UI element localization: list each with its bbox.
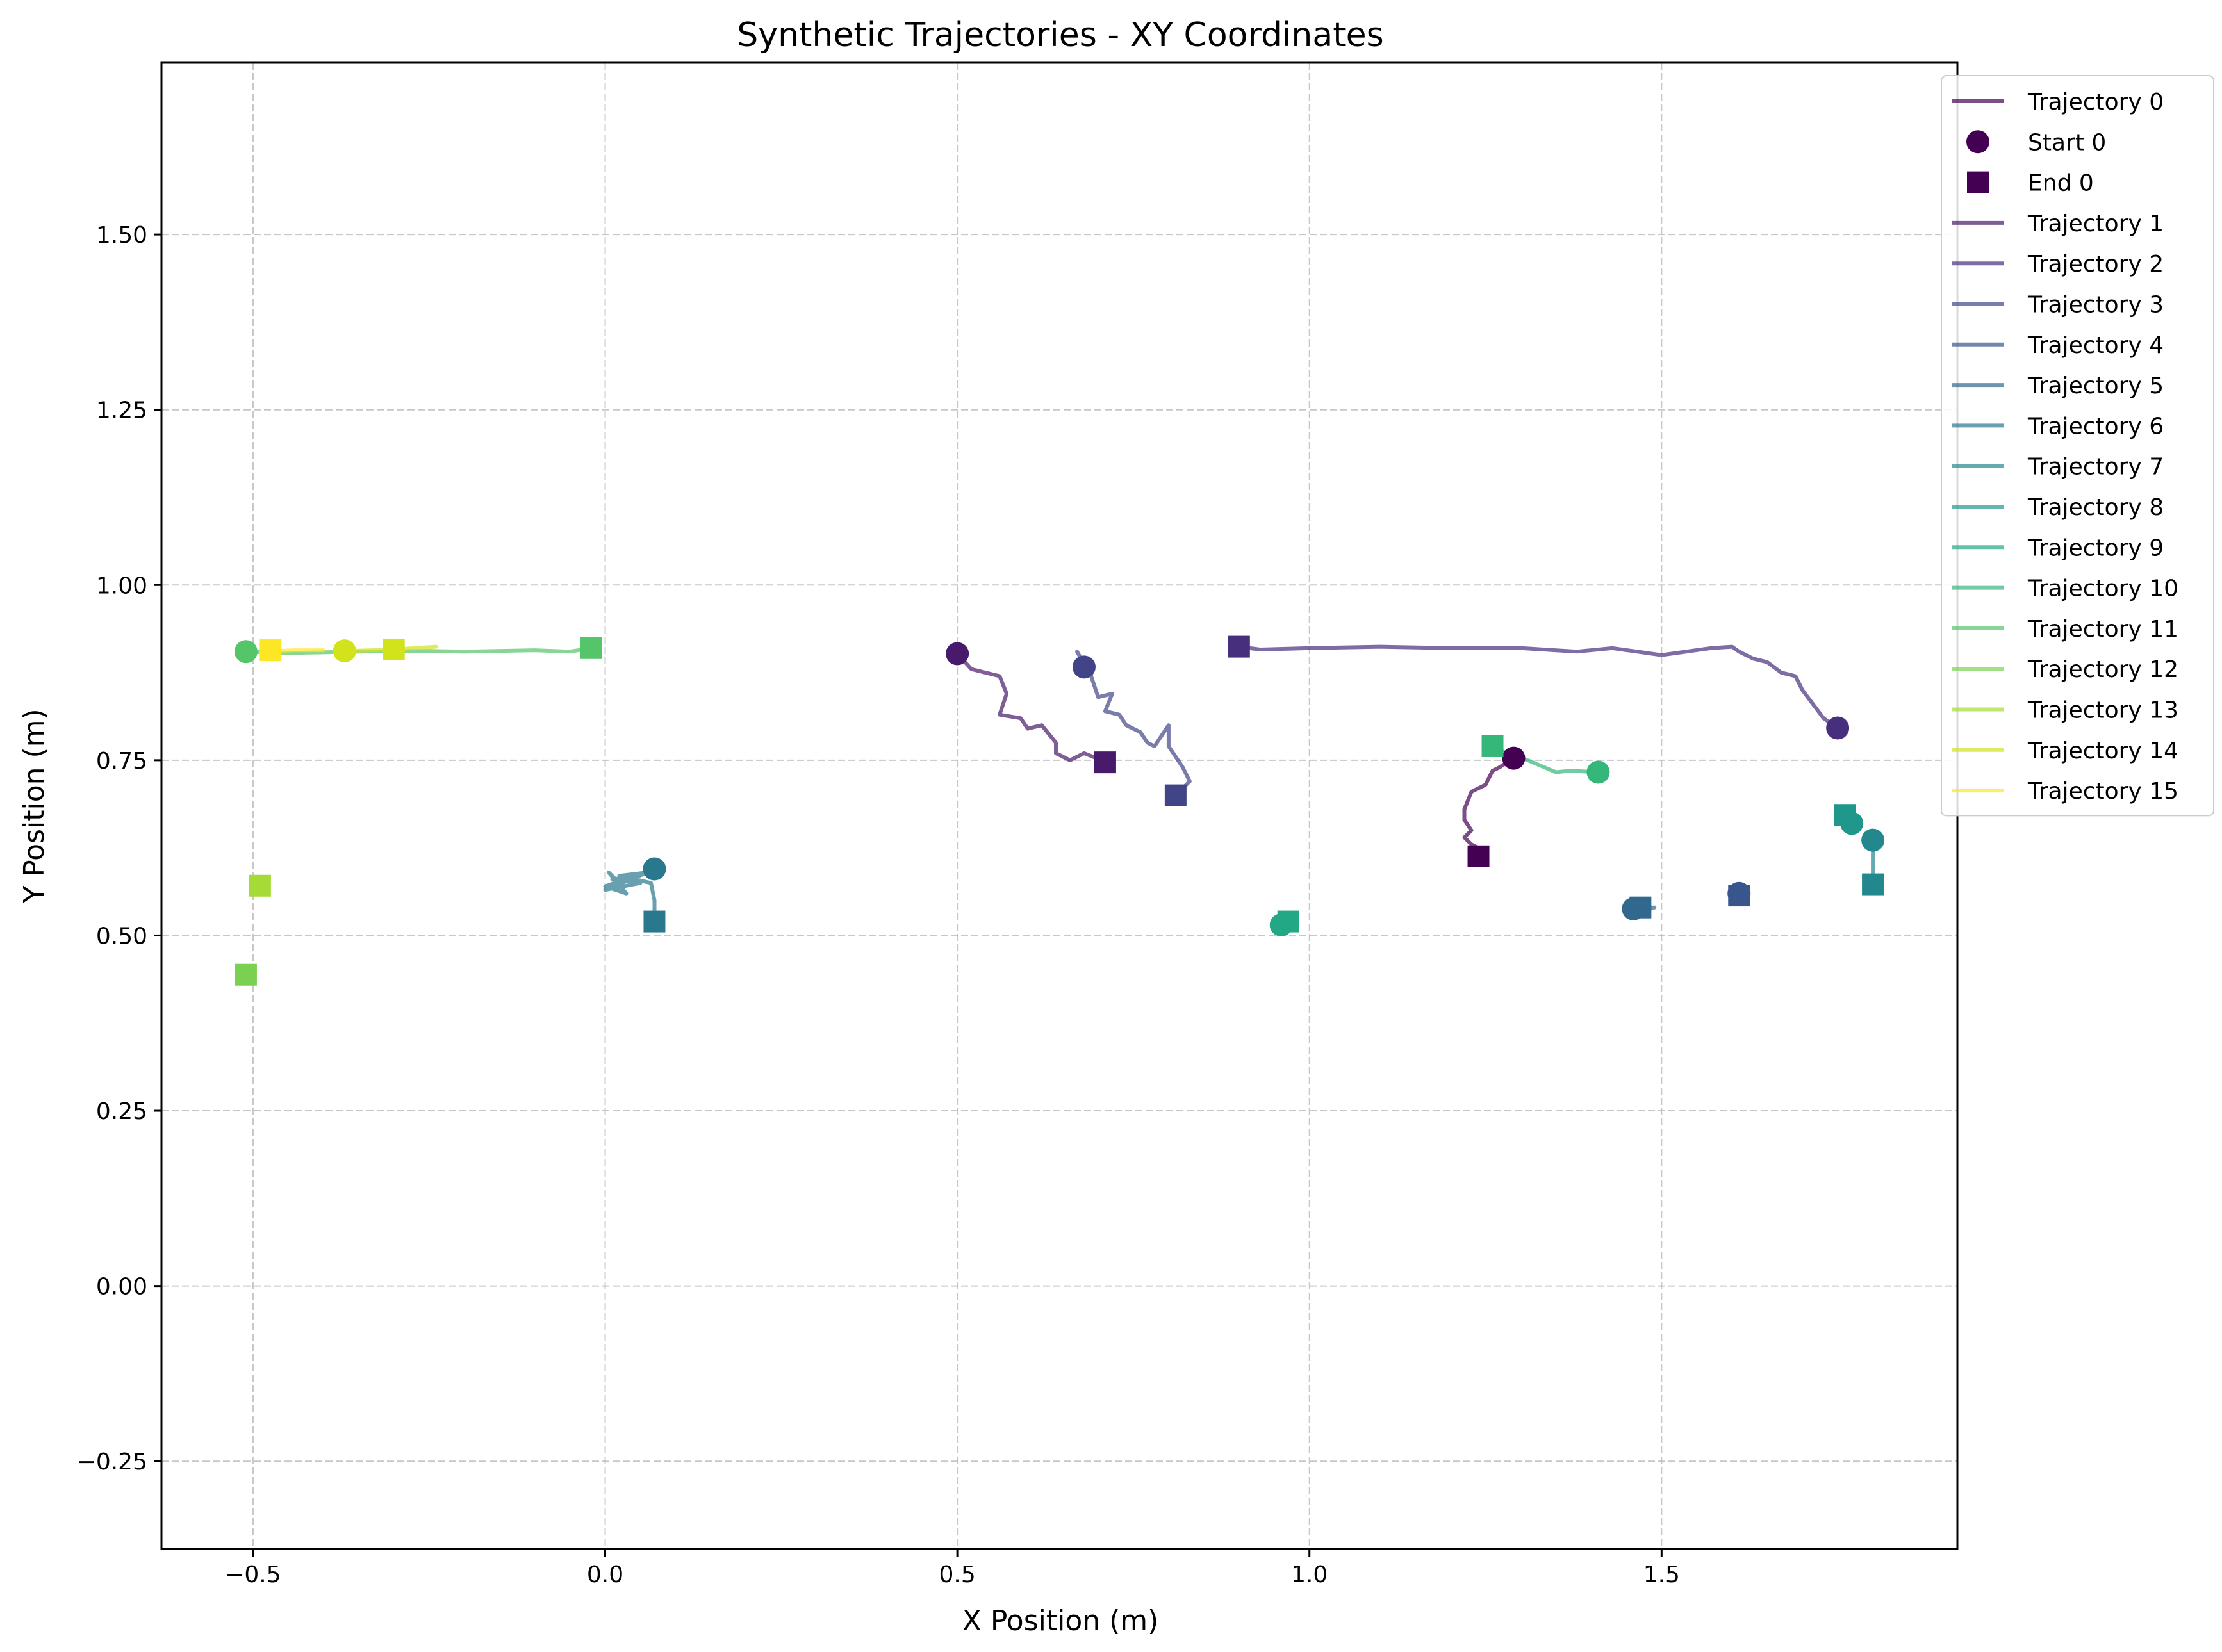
legend: Trajectory 0 Start 0 End 0 Trajectory 1 Traj… [1941, 75, 2214, 817]
trajectory-4-end-marker [1728, 885, 1750, 907]
trajectory-7-end-marker [1862, 873, 1884, 896]
x-tick-label: 0.5 [939, 1562, 975, 1588]
trajectory-10-start-marker [1586, 760, 1610, 784]
y-tick-label: −0.25 [77, 1449, 147, 1475]
trajectory-14-end-marker [383, 638, 405, 660]
x-tick-label: 1.5 [1643, 1562, 1680, 1588]
legend-label: Trajectory 14 [2027, 738, 2178, 764]
legend-label: Trajectory 6 [2027, 413, 2164, 439]
y-tick-label: 0.50 [96, 923, 147, 949]
trajectory-1-line [955, 651, 1107, 765]
legend-label: Trajectory 11 [2027, 616, 2178, 642]
legend-label: Trajectory 15 [2027, 778, 2178, 805]
x-tick-label: 1.0 [1291, 1562, 1328, 1588]
trajectory-14-start-marker [333, 639, 356, 663]
y-tick-label: 0.75 [96, 748, 147, 774]
trajectory-10-end-marker [1481, 735, 1504, 757]
x-tick-label: −0.5 [225, 1562, 281, 1588]
legend-label: Trajectory 9 [2027, 535, 2164, 561]
trajectory-11-line [243, 646, 593, 655]
grid-layer [161, 63, 1957, 1549]
trajectory-8-end-marker [1834, 804, 1856, 826]
y-tick-label: 0.00 [96, 1274, 147, 1300]
legend-label: Trajectory 1 [2027, 211, 2164, 237]
trajectory-3-start-marker [1072, 655, 1096, 679]
trajectory-5-end-marker [1629, 896, 1652, 919]
y-tick-label: 1.00 [96, 573, 147, 599]
legend-label: Trajectory 5 [2027, 373, 2164, 399]
trajectory-12-end-marker [235, 963, 257, 986]
trajectory-6-start-marker [643, 857, 666, 881]
trajectory-2-end-marker [1228, 635, 1250, 658]
legend-label: End 0 [2028, 170, 2094, 197]
legend-label: Trajectory 3 [2027, 292, 2164, 318]
legend-circle-swatch [1966, 130, 1989, 154]
trajectory-0-line [1462, 756, 1516, 858]
legend-label: Start 0 [2028, 129, 2106, 156]
trajectory-11-start-marker [234, 640, 258, 664]
legend-label: Trajectory 2 [2027, 251, 2164, 277]
trajectory-1-start-marker [946, 642, 969, 666]
legend-label: Trajectory 10 [2027, 576, 2178, 602]
legend-label: Trajectory 4 [2027, 332, 2164, 359]
trajectory-0-start-marker [1502, 746, 1526, 770]
legend-label: Trajectory 7 [2027, 454, 2164, 480]
legend-label: Trajectory 8 [2027, 495, 2164, 521]
trajectory-3-end-marker [1164, 784, 1187, 806]
legend-square-swatch [1967, 171, 1989, 193]
trajectory-13-end-marker [249, 874, 271, 897]
legend-label: Trajectory 13 [2027, 698, 2178, 724]
series-layer [243, 644, 1875, 927]
trajectory-2-line [1237, 644, 1840, 730]
trajectory-9-end-marker [1277, 910, 1299, 933]
chart-title: Synthetic Trajectories - XY Coordinates [737, 16, 1383, 54]
trajectory-3-line [1075, 650, 1192, 797]
trajectory-7-start-marker [1861, 828, 1885, 852]
y-tick-label: 1.25 [96, 398, 147, 424]
trajectory-6-line [603, 867, 657, 924]
tick-layer: −0.5 0.0 0.5 1.0 1.5 −0.25 0.00 0.25 0.50 0.75 1.0… [77, 222, 1680, 1588]
x-tick-label: 0.0 [587, 1562, 623, 1588]
trajectory-15-end-marker [259, 639, 282, 662]
trajectory-2-start-marker [1826, 716, 1850, 740]
trajectory-15-line [272, 648, 325, 653]
trajectory-6-end-marker [643, 910, 666, 933]
legend-label: Trajectory 0 [2027, 89, 2164, 115]
legend-label: Trajectory 12 [2027, 657, 2178, 683]
trajectory-1-end-marker [1094, 751, 1116, 774]
trajectory-0-end-marker [1467, 845, 1490, 867]
legend-box [1941, 75, 2214, 817]
y-tick-label: 0.25 [96, 1099, 147, 1125]
y-axis-label: Y Position (m) [18, 708, 51, 903]
x-axis-label: X Position (m) [962, 1605, 1159, 1637]
plot-frame [160, 61, 1959, 1550]
trajectory-11-end-marker [580, 637, 602, 659]
marker-layer [234, 635, 1885, 986]
y-tick-label: 1.50 [96, 222, 147, 249]
